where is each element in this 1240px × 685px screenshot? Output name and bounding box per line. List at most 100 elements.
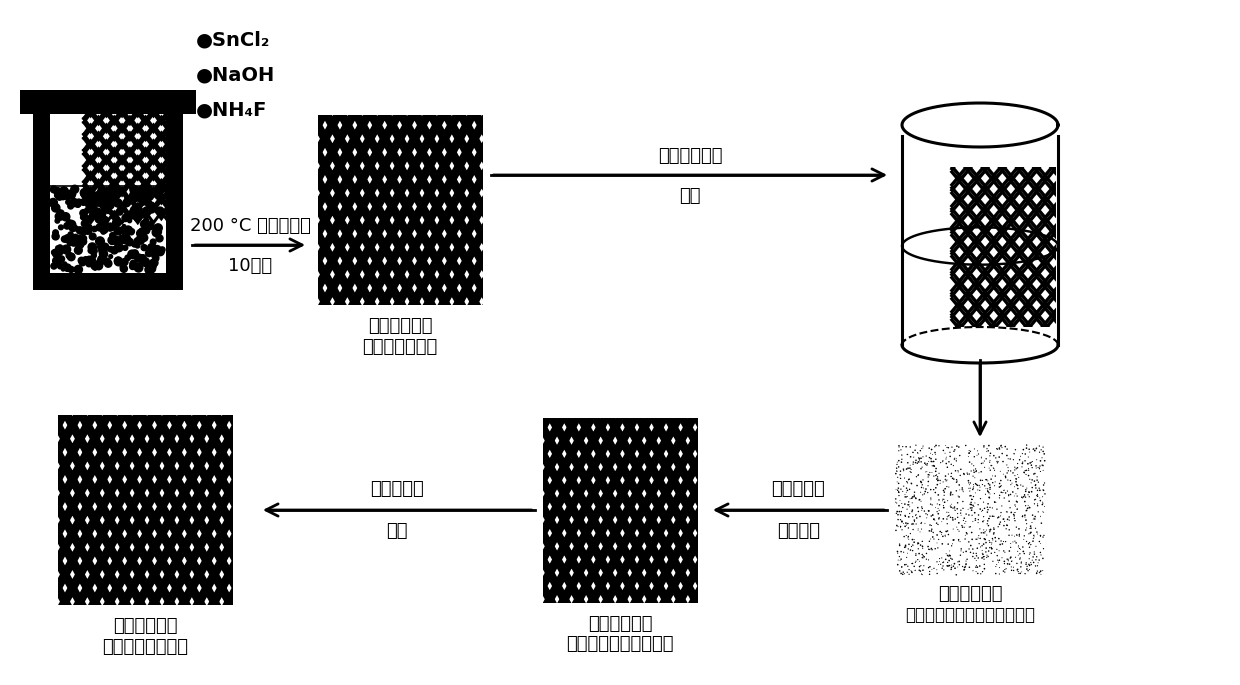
Point xyxy=(913,536,932,547)
Point xyxy=(990,490,1009,501)
Point xyxy=(915,518,935,529)
Point xyxy=(986,561,1006,572)
Point xyxy=(939,510,959,521)
Point xyxy=(972,552,992,563)
Point xyxy=(1019,464,1039,475)
Point xyxy=(986,452,1006,463)
Point xyxy=(978,551,998,562)
Point xyxy=(1007,490,1027,501)
Point xyxy=(109,188,129,199)
Point xyxy=(1033,532,1053,543)
Point xyxy=(975,526,994,537)
Point xyxy=(961,503,981,514)
Point xyxy=(1017,558,1037,569)
Point xyxy=(890,521,910,532)
Point xyxy=(894,569,914,580)
Point xyxy=(1008,540,1028,551)
Point xyxy=(947,440,967,451)
Point xyxy=(970,533,990,544)
Point xyxy=(897,487,916,498)
Point xyxy=(151,184,171,195)
Point xyxy=(61,190,81,201)
Point xyxy=(926,463,946,474)
Point xyxy=(926,469,946,480)
Point xyxy=(998,475,1018,486)
Point xyxy=(150,246,170,257)
Point xyxy=(985,497,1004,508)
Point xyxy=(131,256,151,266)
Point xyxy=(981,464,1001,475)
Point xyxy=(975,462,994,473)
Point xyxy=(980,488,999,499)
Point xyxy=(1019,447,1039,458)
Point xyxy=(100,221,120,232)
Point xyxy=(916,553,936,564)
Point xyxy=(937,560,957,571)
Point xyxy=(113,234,133,245)
Point xyxy=(53,191,73,202)
Point xyxy=(899,531,919,542)
Point xyxy=(98,205,118,216)
Point xyxy=(908,525,928,536)
Point xyxy=(966,515,986,526)
Point xyxy=(1028,485,1048,496)
Point xyxy=(947,508,967,519)
Point xyxy=(908,448,928,459)
Point xyxy=(43,184,63,195)
Point xyxy=(929,490,949,501)
Point xyxy=(89,214,109,225)
Point xyxy=(1019,491,1039,502)
Point xyxy=(72,255,92,266)
Point xyxy=(926,440,946,451)
Point xyxy=(988,444,1008,455)
Point xyxy=(145,247,165,258)
Point xyxy=(1002,565,1022,576)
Point xyxy=(991,480,1011,491)
Point xyxy=(60,217,79,228)
Point xyxy=(1007,564,1027,575)
Point xyxy=(932,456,952,467)
Point xyxy=(895,489,915,500)
Point xyxy=(972,506,992,517)
Point xyxy=(82,210,102,221)
Point xyxy=(928,519,947,530)
Point xyxy=(980,462,999,473)
Point xyxy=(1013,546,1033,557)
Point xyxy=(939,551,959,562)
Point xyxy=(94,215,114,226)
Point xyxy=(986,536,1006,547)
Point xyxy=(929,495,949,506)
Point xyxy=(888,555,908,566)
Point xyxy=(77,214,97,225)
Point xyxy=(916,548,936,559)
Point xyxy=(992,442,1012,453)
Point xyxy=(145,251,165,262)
Point xyxy=(950,470,970,481)
Point xyxy=(894,464,914,475)
Point xyxy=(904,457,924,468)
Point xyxy=(153,245,172,256)
Point xyxy=(980,450,999,461)
Bar xyxy=(50,114,166,273)
Point xyxy=(992,552,1012,563)
Point xyxy=(911,477,931,488)
Point xyxy=(951,508,971,519)
Point xyxy=(1019,559,1039,570)
Point xyxy=(55,258,74,269)
Point xyxy=(997,444,1017,455)
Point xyxy=(921,524,941,535)
Text: 不锈锢网负载: 不锈锢网负载 xyxy=(113,617,177,635)
Point xyxy=(977,550,997,561)
Point xyxy=(1029,567,1049,578)
Point xyxy=(109,225,129,236)
Point xyxy=(959,483,978,494)
Point xyxy=(1016,465,1035,476)
Point xyxy=(1003,486,1023,497)
Point xyxy=(991,481,1011,492)
Point xyxy=(889,486,909,497)
Point xyxy=(956,516,976,527)
Point xyxy=(899,534,919,545)
Point xyxy=(120,215,140,226)
Point xyxy=(918,460,937,471)
Point xyxy=(905,457,925,468)
